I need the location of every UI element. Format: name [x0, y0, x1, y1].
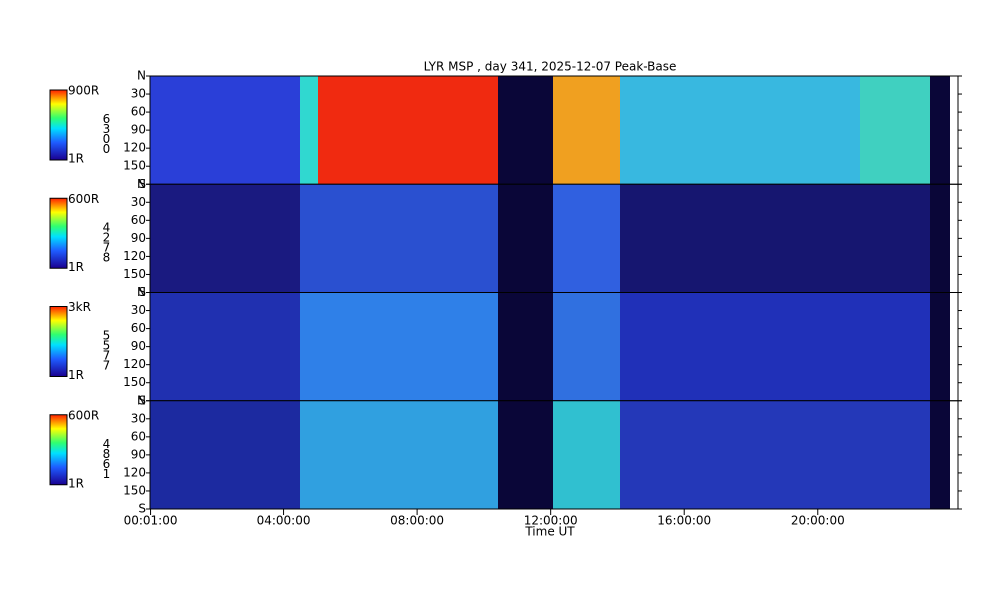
keogram-block	[498, 292, 553, 401]
y-tick-label: 30	[131, 303, 146, 317]
y-tick-label: 90	[131, 123, 146, 137]
keogram-block	[150, 76, 300, 185]
colorbar	[49, 414, 68, 486]
keogram-block	[150, 184, 300, 293]
x-tick-label: 04:00:00	[257, 514, 311, 528]
y-tick-label: 150	[123, 483, 146, 497]
colorbar-min-label: 1R	[68, 260, 84, 274]
channel-label: 5577	[100, 329, 114, 370]
y-tick-label: 30	[131, 411, 146, 425]
y-tick-label: S	[138, 393, 146, 407]
keogram-block	[553, 292, 620, 401]
y-tick-label: 150	[123, 267, 146, 281]
keogram-block	[620, 400, 930, 509]
x-tick-label: 16:00:00	[657, 514, 711, 528]
y-tick-label: N	[137, 177, 146, 191]
y-tick-label: S	[138, 177, 146, 191]
colorbar-max-label: 900R	[68, 84, 99, 98]
y-tick-label: 60	[131, 105, 146, 119]
colorbar-max-label: 600R	[68, 408, 99, 422]
x-tick-label: 20:00:00	[791, 514, 845, 528]
y-tick-label: N	[137, 393, 146, 407]
y-tick-label: N	[137, 285, 146, 299]
keogram-block	[860, 76, 930, 185]
y-tick-label: S	[138, 285, 146, 299]
keogram-block	[498, 76, 553, 185]
channel-label: 4861	[100, 437, 114, 478]
keogram-block	[150, 400, 300, 509]
keogram-block	[300, 76, 318, 185]
keogram-block	[150, 292, 300, 401]
y-tick-label: 120	[123, 249, 146, 263]
keogram-block	[300, 184, 498, 293]
y-tick-label: 150	[123, 159, 146, 173]
channel-label: 6300	[100, 112, 114, 153]
colorbar	[49, 89, 68, 161]
colorbar	[49, 306, 68, 377]
keogram-block	[498, 184, 553, 293]
chart-title: LYR MSP , day 341, 2025-12-07 Peak-Base	[424, 60, 677, 74]
keogram-block	[300, 400, 498, 509]
x-tick-label: 00:01:00	[124, 514, 178, 528]
x-axis-label: Time UT	[524, 525, 575, 539]
keogram-block	[930, 184, 950, 293]
keogram-block	[498, 400, 553, 509]
x-tick-label: 12:00:00	[524, 514, 578, 528]
y-tick-label: 60	[131, 429, 146, 443]
y-tick-label: 30	[131, 195, 146, 209]
y-tick-label: 120	[123, 141, 146, 155]
keogram-block	[620, 292, 930, 401]
colorbar-max-label: 3kR	[68, 300, 91, 314]
y-tick-label: 150	[123, 375, 146, 389]
y-tick-label: 90	[131, 447, 146, 461]
keogram-block	[553, 184, 620, 293]
keogram-block	[553, 400, 620, 509]
y-tick-label: 90	[131, 339, 146, 353]
y-tick-label: 120	[123, 357, 146, 371]
y-tick-label: S	[138, 502, 146, 516]
y-tick-label: 120	[123, 465, 146, 479]
y-tick-label: 30	[131, 87, 146, 101]
colorbar-max-label: 600R	[68, 192, 99, 206]
keogram-block	[620, 184, 930, 293]
colorbar-min-label: 1R	[68, 152, 84, 166]
keogram-block	[930, 292, 950, 401]
colorbar-min-label: 1R	[68, 368, 84, 382]
y-tick-label: 60	[131, 321, 146, 335]
keogram-block	[930, 76, 950, 185]
y-tick-label: 60	[131, 213, 146, 227]
keogram-block	[553, 76, 620, 185]
keogram-block	[930, 400, 950, 509]
y-tick-label: 90	[131, 231, 146, 245]
channel-label: 4278	[100, 220, 114, 261]
keogram-block	[300, 292, 498, 401]
keogram-block	[620, 76, 860, 185]
colorbar-min-label: 1R	[68, 476, 84, 490]
y-tick-label: N	[137, 69, 146, 83]
colorbar	[49, 197, 68, 269]
x-tick-label: 08:00:00	[390, 514, 444, 528]
keogram-block	[318, 76, 498, 185]
